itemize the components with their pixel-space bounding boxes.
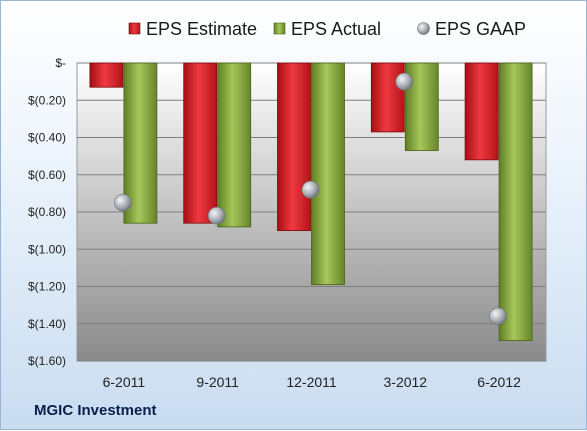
bar-eps-actual	[123, 62, 158, 224]
bar-eps-actual	[498, 62, 533, 341]
legend-label: EPS GAAP	[435, 19, 526, 39]
marker-eps-gaap	[489, 307, 507, 326]
y-tick-label: $(1.60)	[28, 354, 66, 368]
legend-swatch-estimate	[128, 22, 141, 35]
bar-eps-estimate	[370, 62, 405, 133]
y-axis-ticks: $- $(0.20) $(0.40) $(0.60) $(0.80) $(1.00) $(1…	[28, 56, 66, 368]
x-category-label: 9-2011	[196, 374, 239, 390]
legend-swatch-gaap	[417, 22, 430, 35]
marker-eps-gaap	[395, 72, 414, 91]
marker-eps-gaap	[301, 180, 320, 199]
company-name: MGIC Investment	[34, 402, 157, 419]
legend-label: EPS Actual	[291, 19, 381, 39]
gaap-markers	[114, 72, 507, 326]
marker-eps-gaap	[207, 206, 226, 225]
y-tick-label: $(0.40)	[28, 131, 66, 145]
bar-eps-estimate	[183, 62, 218, 224]
x-axis-categories: 6-2011 9-2011 12-2011 3-2012 6-2012	[103, 374, 521, 390]
x-category-label: 6-2011	[103, 374, 146, 390]
bars	[89, 62, 533, 341]
marker-eps-gaap	[114, 193, 132, 212]
legend-label: EPS Estimate	[146, 19, 257, 39]
legend-swatch-actual	[273, 22, 286, 35]
y-tick-label: $(0.60)	[28, 168, 66, 182]
y-tick-label: $(0.20)	[28, 93, 66, 107]
y-tick-label: $(1.00)	[28, 242, 66, 256]
x-category-label: 12-2011	[286, 374, 337, 390]
y-tick-label: $-	[55, 56, 66, 70]
bar-eps-actual	[217, 62, 252, 228]
bar-eps-estimate	[464, 62, 499, 161]
y-tick-label: $(0.80)	[28, 205, 66, 219]
bar-eps-estimate	[277, 62, 311, 232]
y-tick-label: $(1.20)	[28, 280, 66, 294]
y-tick-label: $(1.40)	[28, 317, 66, 331]
x-category-label: 6-2012	[477, 374, 521, 390]
bar-eps-actual	[311, 62, 345, 286]
bar-eps-estimate	[89, 62, 124, 88]
legend: EPS Estimate EPS Actual EPS GAAP	[128, 19, 526, 39]
x-category-label: 3-2012	[384, 374, 428, 390]
